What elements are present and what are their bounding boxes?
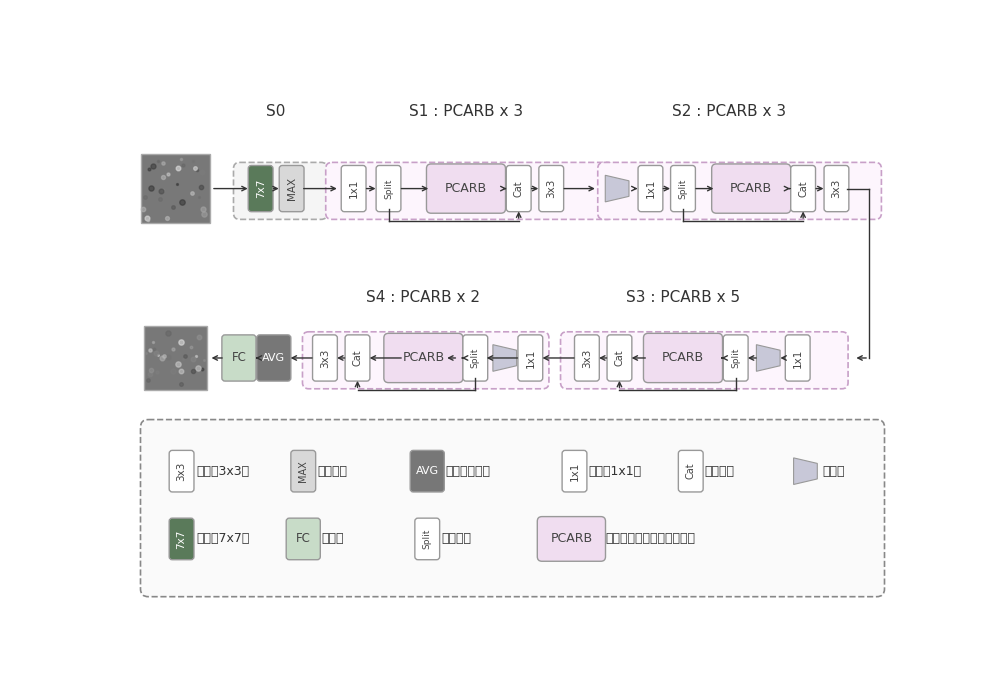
FancyBboxPatch shape <box>279 165 304 212</box>
Text: 1x1: 1x1 <box>349 179 359 198</box>
FancyBboxPatch shape <box>410 451 444 492</box>
Text: PCARB: PCARB <box>402 351 444 364</box>
Text: Split: Split <box>678 178 688 199</box>
Text: Cat: Cat <box>686 463 696 480</box>
FancyBboxPatch shape <box>376 165 401 212</box>
Text: 1x1: 1x1 <box>570 462 580 481</box>
FancyBboxPatch shape <box>506 165 531 212</box>
Text: MAX: MAX <box>287 177 297 200</box>
Text: Split: Split <box>471 348 480 368</box>
Text: S3 : PCARB x 5: S3 : PCARB x 5 <box>626 290 740 305</box>
Text: Cat: Cat <box>614 350 624 366</box>
Text: PCARB: PCARB <box>445 182 487 195</box>
Text: FC: FC <box>231 351 246 364</box>
Polygon shape <box>493 344 517 371</box>
FancyBboxPatch shape <box>638 165 663 212</box>
FancyBboxPatch shape <box>643 333 723 383</box>
FancyBboxPatch shape <box>712 164 791 213</box>
FancyBboxPatch shape <box>518 335 543 381</box>
Text: 全局平均池化: 全局平均池化 <box>445 464 490 477</box>
Text: AVG: AVG <box>416 466 439 476</box>
Text: S0: S0 <box>266 104 286 119</box>
Text: S1 : PCARB x 3: S1 : PCARB x 3 <box>409 104 523 119</box>
FancyBboxPatch shape <box>463 335 488 381</box>
FancyBboxPatch shape <box>286 518 320 560</box>
FancyBboxPatch shape <box>144 327 207 390</box>
FancyBboxPatch shape <box>785 335 810 381</box>
Text: 3x3: 3x3 <box>831 179 841 198</box>
Text: Cat: Cat <box>514 180 524 197</box>
Text: 7x7: 7x7 <box>177 529 187 549</box>
Text: Cat: Cat <box>352 350 362 366</box>
Text: S2 : PCARB x 3: S2 : PCARB x 3 <box>672 104 787 119</box>
FancyBboxPatch shape <box>302 332 549 389</box>
Text: Split: Split <box>731 348 740 368</box>
Text: 1x1: 1x1 <box>525 348 535 368</box>
FancyBboxPatch shape <box>598 163 881 220</box>
FancyBboxPatch shape <box>257 335 291 381</box>
Text: S4 : PCARB x 2: S4 : PCARB x 2 <box>366 290 480 305</box>
FancyBboxPatch shape <box>415 518 440 560</box>
Text: 特征拼接: 特征拼接 <box>705 464 735 477</box>
Text: 卷积（1x1）: 卷积（1x1） <box>588 464 642 477</box>
Text: MAX: MAX <box>298 460 308 482</box>
Text: 3x3: 3x3 <box>582 348 592 368</box>
Text: AVG: AVG <box>262 353 285 363</box>
Polygon shape <box>605 176 629 202</box>
Text: 7x7: 7x7 <box>256 179 266 198</box>
Text: PCARB: PCARB <box>730 182 772 195</box>
Polygon shape <box>756 344 780 371</box>
FancyBboxPatch shape <box>426 164 506 213</box>
FancyBboxPatch shape <box>140 154 210 223</box>
FancyBboxPatch shape <box>345 335 370 381</box>
Text: FC: FC <box>296 532 311 545</box>
FancyBboxPatch shape <box>539 165 564 212</box>
Text: 3x3: 3x3 <box>546 179 556 198</box>
FancyBboxPatch shape <box>234 163 327 220</box>
FancyBboxPatch shape <box>671 165 695 212</box>
Text: 3x3: 3x3 <box>177 462 187 481</box>
FancyBboxPatch shape <box>140 420 885 597</box>
FancyBboxPatch shape <box>537 517 606 561</box>
Text: 1x1: 1x1 <box>793 348 803 368</box>
Text: PCARB: PCARB <box>550 532 592 545</box>
FancyBboxPatch shape <box>562 451 587 492</box>
FancyBboxPatch shape <box>313 335 337 381</box>
FancyBboxPatch shape <box>384 333 463 383</box>
Text: Split: Split <box>423 529 432 549</box>
Text: 全连接: 全连接 <box>321 532 344 545</box>
FancyBboxPatch shape <box>326 163 613 220</box>
Text: 卷积（7x7）: 卷积（7x7） <box>196 532 250 545</box>
FancyBboxPatch shape <box>723 335 748 381</box>
FancyBboxPatch shape <box>169 518 194 560</box>
FancyBboxPatch shape <box>678 451 703 492</box>
FancyBboxPatch shape <box>169 451 194 492</box>
FancyBboxPatch shape <box>561 332 848 389</box>
FancyBboxPatch shape <box>791 165 816 212</box>
Text: PCARB: PCARB <box>662 351 704 364</box>
Text: 下采样: 下采样 <box>822 464 845 477</box>
Text: 卷积（3x3）: 卷积（3x3） <box>196 464 249 477</box>
Polygon shape <box>794 458 817 484</box>
Text: 3x3: 3x3 <box>320 348 330 368</box>
Text: 最大池化: 最大池化 <box>317 464 347 477</box>
Text: Cat: Cat <box>798 180 808 197</box>
Text: 金字塔卷积注意力残差模块: 金字塔卷积注意力残差模块 <box>606 532 696 545</box>
FancyBboxPatch shape <box>248 165 273 212</box>
FancyBboxPatch shape <box>607 335 632 381</box>
FancyBboxPatch shape <box>222 335 256 381</box>
FancyBboxPatch shape <box>574 335 599 381</box>
Text: 1x1: 1x1 <box>645 179 655 198</box>
FancyBboxPatch shape <box>341 165 366 212</box>
FancyBboxPatch shape <box>291 451 316 492</box>
Text: 通道划分: 通道划分 <box>441 532 471 545</box>
Text: Split: Split <box>384 178 393 199</box>
FancyBboxPatch shape <box>824 165 849 212</box>
